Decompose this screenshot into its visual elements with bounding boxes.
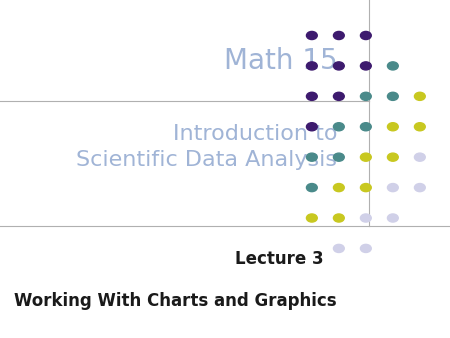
Circle shape [387, 92, 398, 100]
Text: Lecture 3: Lecture 3 [235, 249, 324, 268]
Circle shape [333, 214, 344, 222]
Circle shape [414, 153, 425, 161]
Circle shape [414, 184, 425, 192]
Circle shape [306, 214, 317, 222]
Circle shape [333, 244, 344, 252]
Circle shape [333, 123, 344, 131]
Circle shape [360, 153, 371, 161]
Circle shape [306, 184, 317, 192]
Circle shape [414, 123, 425, 131]
Circle shape [333, 31, 344, 40]
Circle shape [360, 31, 371, 40]
Circle shape [360, 92, 371, 100]
Circle shape [387, 62, 398, 70]
Circle shape [360, 123, 371, 131]
Circle shape [414, 92, 425, 100]
Circle shape [360, 244, 371, 252]
Text: Introduction to
Scientific Data Analysis: Introduction to Scientific Data Analysis [76, 124, 338, 170]
Circle shape [333, 92, 344, 100]
Circle shape [387, 214, 398, 222]
Circle shape [306, 92, 317, 100]
Circle shape [306, 31, 317, 40]
Circle shape [333, 62, 344, 70]
Circle shape [333, 153, 344, 161]
Circle shape [306, 153, 317, 161]
Circle shape [360, 184, 371, 192]
Circle shape [306, 123, 317, 131]
Text: Working With Charts and Graphics: Working With Charts and Graphics [14, 292, 336, 310]
Circle shape [360, 214, 371, 222]
Circle shape [387, 184, 398, 192]
Circle shape [387, 123, 398, 131]
Text: Math 15: Math 15 [224, 47, 338, 75]
Circle shape [387, 153, 398, 161]
Circle shape [360, 62, 371, 70]
Circle shape [333, 184, 344, 192]
Circle shape [306, 62, 317, 70]
